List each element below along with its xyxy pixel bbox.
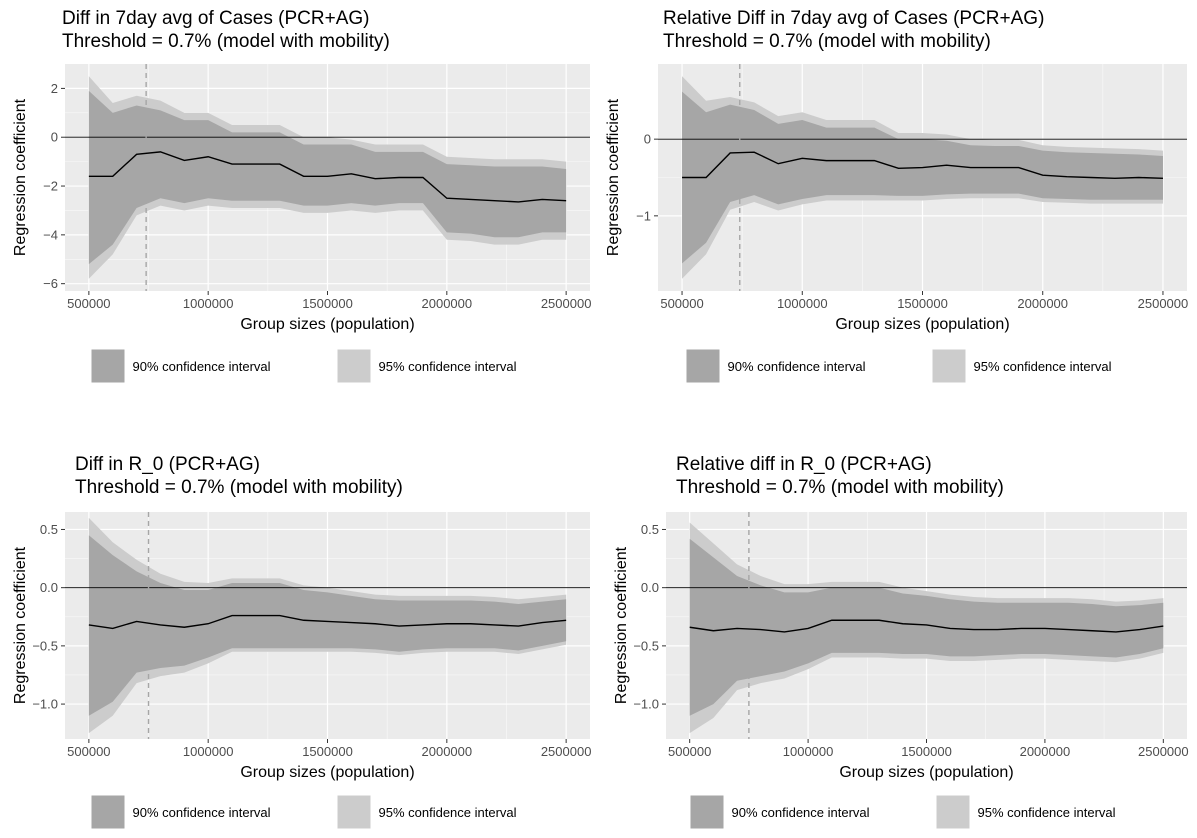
x-tick-label: 1500000	[302, 296, 353, 311]
legend-swatch-ci90	[91, 349, 125, 383]
x-tick-label: 2500000	[541, 744, 592, 759]
chart-title-line-1: Relative Diff in 7day avg of Cases (PCR+…	[663, 8, 1044, 29]
legend-label: 90% confidence interval	[732, 805, 870, 820]
x-tick-label: 2500000	[541, 296, 592, 311]
x-tick-label: 1500000	[901, 744, 952, 759]
chart-title-line-1: Diff in R_0 (PCR+AG)	[75, 454, 260, 475]
chart-panel-2: 500000 1000000 1500000 2000000 2500000 −1 0 Gro…	[605, 8, 1188, 383]
x-tick-label: 2000000	[1020, 744, 1071, 759]
x-tick-label: 1000000	[777, 296, 828, 311]
estimate-line	[88, 151, 567, 203]
ci90-band	[88, 535, 567, 716]
y-tick-label: 0.0	[40, 580, 58, 595]
chart-panel-1: 500000 1000000 1500000 2000000 2500000 −6 −4 −2…	[12, 8, 591, 383]
x-tick-label: 1500000	[302, 744, 353, 759]
y-tick-label: −6	[43, 276, 58, 291]
legend-swatch-ci95	[337, 349, 371, 383]
x-tick-label: 500000	[67, 744, 110, 759]
y-tick-label: −0.5	[32, 638, 58, 653]
x-tick-label: 500000	[660, 296, 703, 311]
x-tick-label: 2000000	[422, 296, 473, 311]
legend: 90% confidence interval 95% confidence in…	[686, 349, 1112, 383]
ci90-band	[682, 91, 1163, 264]
x-tick-label: 500000	[668, 744, 711, 759]
x-tick-label: 500000	[67, 296, 110, 311]
y-tick-label: −0.5	[633, 638, 659, 653]
legend-swatch-ci90	[686, 349, 720, 383]
legend: 90% confidence interval 95% confidence in…	[690, 795, 1116, 829]
y-tick-label: 0.5	[641, 522, 659, 537]
legend-label: 95% confidence interval	[379, 805, 517, 820]
legend-label: 95% confidence interval	[974, 359, 1112, 374]
x-tick-label: 1000000	[183, 296, 234, 311]
chart-panel-4: 500000 1000000 1500000 2000000 2500000 −1.0 −0…	[613, 454, 1189, 829]
y-axis-title: Regression coefficient	[613, 546, 630, 704]
chart-title-line-2: Threshold = 0.7% (model with mobility)	[663, 31, 991, 52]
chart-panel-3: 500000 1000000 1500000 2000000 2500000 −1.0 −0…	[12, 454, 591, 829]
y-tick-label: −1.0	[633, 697, 659, 712]
legend-swatch-ci95	[932, 349, 966, 383]
y-tick-label: −1.0	[32, 697, 58, 712]
y-tick-label: 0	[51, 130, 58, 145]
legend-label: 95% confidence interval	[379, 359, 517, 374]
x-tick-label: 2500000	[1138, 744, 1189, 759]
x-tick-label: 2500000	[1138, 296, 1189, 311]
legend-swatch-ci95	[936, 795, 970, 829]
legend-label: 90% confidence interval	[133, 805, 271, 820]
x-tick-label: 2000000	[422, 744, 473, 759]
y-axis-title: Regression coefficient	[605, 98, 622, 256]
ci90-band	[88, 90, 567, 265]
legend-label: 90% confidence interval	[728, 359, 866, 374]
x-axis-title: Group sizes (population)	[839, 764, 1013, 781]
x-tick-label: 1000000	[183, 744, 234, 759]
chart-title-line-2: Threshold = 0.7% (model with mobility)	[75, 477, 403, 498]
y-axis-title: Regression coefficient	[12, 546, 29, 704]
x-axis-title: Group sizes (population)	[835, 316, 1009, 333]
legend-swatch-ci95	[337, 795, 371, 829]
chart-title-line-1: Diff in 7day avg of Cases (PCR+AG)	[62, 8, 369, 29]
estimate-line	[689, 619, 1164, 633]
legend-swatch-ci90	[91, 795, 125, 829]
x-tick-label: 2000000	[1017, 296, 1068, 311]
x-tick-label: 1000000	[783, 744, 834, 759]
y-tick-label: −4	[43, 227, 58, 242]
y-axis-title: Regression coefficient	[12, 98, 29, 256]
chart-title-line-2: Threshold = 0.7% (model with mobility)	[676, 477, 1004, 498]
legend-label: 90% confidence interval	[133, 359, 271, 374]
chart-title-line-2: Threshold = 0.7% (model with mobility)	[62, 31, 390, 52]
y-tick-label: 0	[644, 132, 651, 147]
y-tick-label: 0.0	[641, 580, 659, 595]
chart-title-line-1: Relative diff in R_0 (PCR+AG)	[676, 454, 932, 475]
y-tick-label: 2	[51, 81, 58, 96]
legend-swatch-ci90	[690, 795, 724, 829]
y-tick-label: 0.5	[40, 522, 58, 537]
legend-label: 95% confidence interval	[978, 805, 1116, 820]
x-axis-title: Group sizes (population)	[240, 316, 414, 333]
legend: 90% confidence interval 95% confidence in…	[91, 795, 517, 829]
y-tick-label: −1	[636, 208, 651, 223]
legend: 90% confidence interval 95% confidence in…	[91, 349, 517, 383]
x-axis-title: Group sizes (population)	[240, 764, 414, 781]
x-tick-label: 1500000	[897, 296, 948, 311]
y-tick-label: −2	[43, 179, 58, 194]
estimate-line	[88, 614, 567, 630]
ci90-band	[689, 538, 1164, 716]
estimate-line	[682, 151, 1163, 179]
